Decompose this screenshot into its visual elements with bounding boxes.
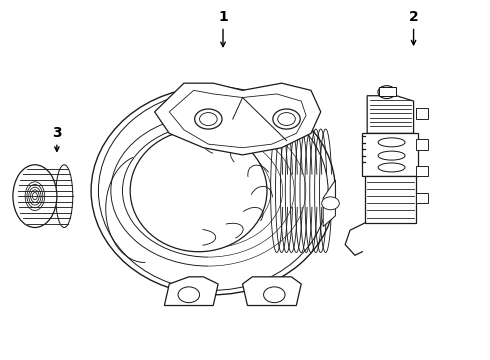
Polygon shape xyxy=(365,176,416,223)
Polygon shape xyxy=(323,180,335,226)
Polygon shape xyxy=(243,277,301,306)
Polygon shape xyxy=(379,87,396,96)
Circle shape xyxy=(199,113,217,126)
Polygon shape xyxy=(362,134,418,176)
Polygon shape xyxy=(416,108,428,119)
Polygon shape xyxy=(416,166,428,176)
Circle shape xyxy=(273,109,300,129)
Text: 3: 3 xyxy=(52,126,62,140)
Circle shape xyxy=(378,86,395,99)
Polygon shape xyxy=(155,83,321,155)
Polygon shape xyxy=(367,96,414,134)
Ellipse shape xyxy=(378,163,405,172)
Ellipse shape xyxy=(91,87,335,295)
Ellipse shape xyxy=(98,91,328,290)
Text: 1: 1 xyxy=(218,10,228,24)
Ellipse shape xyxy=(56,165,73,228)
Circle shape xyxy=(264,287,285,303)
Circle shape xyxy=(322,197,339,210)
Text: 2: 2 xyxy=(409,10,418,24)
Polygon shape xyxy=(416,193,428,203)
Polygon shape xyxy=(416,139,428,149)
Polygon shape xyxy=(164,277,218,306)
Circle shape xyxy=(278,113,295,126)
Ellipse shape xyxy=(130,130,267,252)
Circle shape xyxy=(195,109,222,129)
Ellipse shape xyxy=(13,165,57,228)
Ellipse shape xyxy=(378,151,405,160)
Circle shape xyxy=(178,287,199,303)
Ellipse shape xyxy=(378,138,405,147)
